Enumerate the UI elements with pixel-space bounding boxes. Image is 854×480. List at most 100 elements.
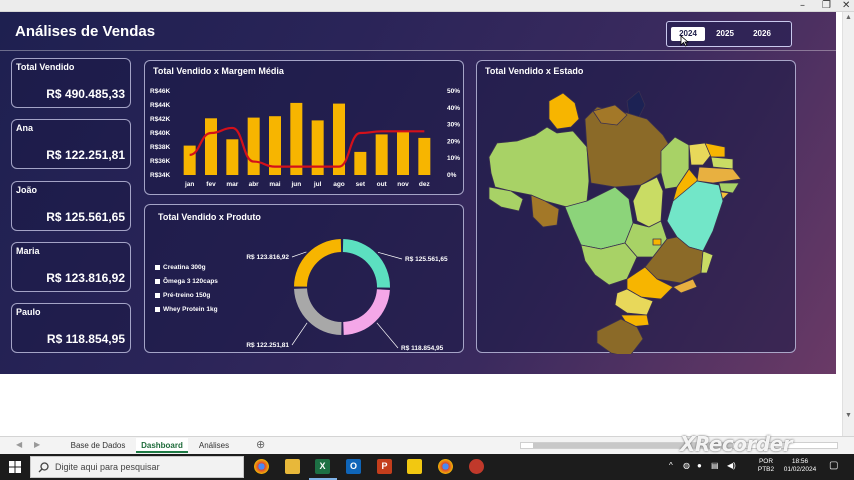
bar bbox=[205, 118, 217, 175]
windows-taskbar: Digite aqui para pesquisar X O P ^ ◍ ● ▤… bbox=[0, 454, 854, 480]
x-tick-label: mai bbox=[269, 181, 280, 188]
sales-margin-chart-panel: Total Vendido x Margem Média R$34K R$36K R… bbox=[144, 60, 464, 195]
bar bbox=[290, 102, 303, 175]
data-label: R$ 118.854,95 bbox=[401, 345, 444, 352]
map-region-ba bbox=[666, 180, 724, 252]
donut-slice bbox=[294, 239, 342, 287]
notification-icon[interactable]: ▢ bbox=[829, 460, 839, 471]
sheet-tab-dashboard[interactable]: Dashboard bbox=[136, 438, 188, 453]
header-divider bbox=[0, 50, 836, 51]
x-tick-label: fev bbox=[206, 181, 216, 188]
sales-margin-chart: R$34K R$36K R$38K R$40K R$42K R$44K R$46K 0% 10%… bbox=[150, 88, 460, 188]
sheet-tab-base-de-dados[interactable]: Base de Dados bbox=[70, 441, 126, 450]
outlook-icon[interactable]: O bbox=[346, 459, 361, 474]
active-app-indicator bbox=[309, 478, 337, 480]
close-icon[interactable]: ✕ bbox=[842, 0, 851, 11]
power-bi-icon[interactable] bbox=[407, 459, 422, 474]
donut-slice bbox=[343, 289, 390, 335]
map-region-pb bbox=[710, 156, 734, 170]
recorder-app-icon[interactable] bbox=[469, 459, 484, 474]
leader-line bbox=[291, 322, 308, 346]
kpi-value: R$ 118.854,95 bbox=[46, 332, 125, 346]
x-tick-label: dez bbox=[419, 181, 431, 188]
chart-title: Total Vendido x Margem Média bbox=[153, 66, 284, 76]
year-button-2025[interactable]: 2025 bbox=[716, 29, 734, 38]
search-icon bbox=[38, 462, 49, 473]
kpi-label: Ana bbox=[16, 123, 34, 133]
year-button-2026[interactable]: 2026 bbox=[753, 29, 771, 38]
state-map-panel: Total Vendido x Estado bbox=[476, 60, 796, 354]
y-tick-label: R$34K bbox=[150, 172, 171, 179]
product-donut-chart: R$ 125.561,65 R$ 118.854,95 R$ 122.251,81 R… bbox=[246, 239, 448, 352]
kpi-label: Total Vendido bbox=[16, 62, 75, 72]
chrome-icon[interactable] bbox=[438, 459, 453, 474]
kpi-value: R$ 490.485,33 bbox=[46, 87, 125, 101]
bar bbox=[247, 117, 260, 175]
map-region-es bbox=[700, 250, 714, 274]
legend-swatch bbox=[155, 278, 160, 284]
legend-item: Ômega 3 120caps bbox=[155, 274, 218, 288]
chrome-icon[interactable] bbox=[254, 459, 269, 474]
window-title-strip: – ❐ ✕ bbox=[0, 0, 854, 12]
clock-date: 01/02/2024 bbox=[783, 466, 817, 473]
x-tick-label: abr bbox=[249, 181, 260, 188]
clock[interactable]: 18:56 01/02/2024 bbox=[780, 458, 820, 474]
donut-slice bbox=[342, 239, 390, 288]
map-region-pa2 bbox=[592, 104, 628, 126]
microphone-icon[interactable]: ● bbox=[697, 461, 702, 470]
prev-sheet-icon[interactable]: ◀ bbox=[16, 440, 23, 449]
tray-app-icon[interactable]: ◍ bbox=[683, 461, 690, 470]
donut-slice bbox=[294, 288, 342, 335]
vertical-scrollbar[interactable]: ▲ ▼ bbox=[842, 12, 854, 436]
y2-tick-label: 50% bbox=[447, 88, 460, 95]
map-region-pr bbox=[614, 288, 654, 316]
network-icon[interactable]: ▤ bbox=[711, 461, 719, 470]
data-label: R$ 122.251,81 bbox=[246, 342, 289, 349]
chart-title: Total Vendido x Produto bbox=[158, 212, 261, 222]
x-tick-label: mar bbox=[226, 181, 238, 188]
x-tick-label: nov bbox=[397, 181, 409, 188]
add-sheet-icon[interactable]: ⊕ bbox=[256, 439, 266, 451]
margin-line bbox=[189, 126, 425, 168]
map-region-ac bbox=[488, 186, 524, 212]
legend-label: Whey Protein 1kg bbox=[163, 305, 218, 313]
legend-label: Pré-treino 150g bbox=[163, 291, 211, 299]
bar bbox=[311, 120, 324, 175]
tray-chevron-icon[interactable]: ^ bbox=[669, 461, 673, 470]
x-tick-label: jan bbox=[184, 181, 194, 188]
scrollbar-thumb[interactable] bbox=[533, 443, 733, 448]
excel-icon[interactable]: X bbox=[315, 459, 330, 474]
legend-item: Creatina 300g bbox=[155, 260, 218, 274]
taskbar-search-box[interactable]: Digite aqui para pesquisar bbox=[30, 456, 244, 478]
map-region-al bbox=[718, 182, 740, 194]
sheet-tabs-bar: ◀ ▶ Base de Dados Dashboard Análises ⊕ bbox=[0, 436, 854, 454]
restore-icon[interactable]: ❐ bbox=[822, 0, 831, 11]
minimize-icon[interactable]: – bbox=[800, 0, 805, 11]
powerpoint-icon[interactable]: P bbox=[377, 459, 392, 474]
kpi-card-maria: Maria R$ 123.816,92 bbox=[11, 242, 131, 292]
y-tick-label: R$40K bbox=[150, 130, 171, 137]
bar bbox=[183, 145, 196, 175]
volume-icon[interactable]: ◀) bbox=[727, 461, 736, 470]
year-slicer: 2024 2025 2026 bbox=[666, 21, 792, 47]
x-tick-label: jun bbox=[290, 181, 301, 188]
scroll-down-icon[interactable]: ▼ bbox=[845, 412, 852, 419]
kpi-value: R$ 122.251,81 bbox=[46, 148, 125, 162]
bar bbox=[418, 137, 431, 175]
kpi-value: R$ 123.816,92 bbox=[46, 271, 125, 285]
horizontal-scrollbar[interactable] bbox=[520, 442, 838, 449]
language-indicator[interactable]: POR PTB2 bbox=[754, 458, 778, 474]
legend-swatch bbox=[155, 264, 160, 270]
mouse-cursor-icon bbox=[680, 35, 689, 47]
x-tick-label: jul bbox=[313, 181, 322, 188]
product-legend: Creatina 300g Ômega 3 120caps Pré-treino… bbox=[155, 260, 218, 316]
year-button-2024[interactable]: 2024 bbox=[671, 27, 705, 41]
data-label: R$ 123.816,92 bbox=[246, 254, 289, 261]
search-placeholder: Digite aqui para pesquisar bbox=[55, 462, 160, 472]
next-sheet-icon[interactable]: ▶ bbox=[34, 440, 41, 449]
windows-start-icon[interactable] bbox=[9, 461, 21, 473]
sheet-tab-analises[interactable]: Análises bbox=[198, 441, 230, 450]
product-chart-panel: Total Vendido x Produto Creatina 300g Ôm… bbox=[144, 204, 464, 353]
file-explorer-icon[interactable] bbox=[285, 459, 300, 474]
scroll-up-icon[interactable]: ▲ bbox=[845, 14, 852, 21]
